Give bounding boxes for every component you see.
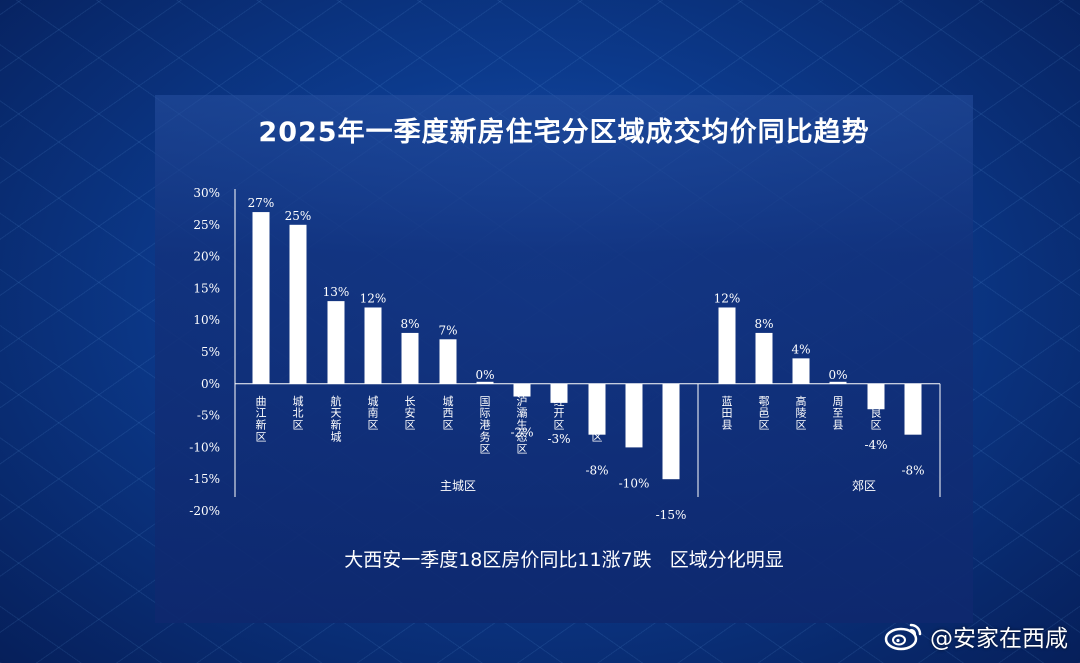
watermark: @安家在西咸 xyxy=(884,619,1068,653)
category-label: 阎良区 xyxy=(871,394,882,432)
bar xyxy=(662,383,680,480)
y-tick-label: -10% xyxy=(189,440,220,454)
bar xyxy=(867,383,885,410)
bar xyxy=(755,332,773,384)
data-label: 4% xyxy=(791,342,810,356)
watermark-text: @安家在西咸 xyxy=(930,626,1068,652)
category-label: 城东区 xyxy=(666,395,677,432)
chart-subtitle: 大西安一季度18区房价同比11涨7跌 区域分化明显 xyxy=(344,549,784,571)
y-tick-label: 30% xyxy=(193,186,220,200)
data-label: 7% xyxy=(438,323,457,337)
y-tick-label: 5% xyxy=(201,345,220,359)
category-label: 城南区 xyxy=(368,395,379,432)
category-label: 长安区 xyxy=(405,395,416,432)
category-label: 鄠邑区 xyxy=(759,395,770,432)
data-label: -15% xyxy=(656,508,687,522)
bar xyxy=(550,383,568,403)
y-tick-label: 20% xyxy=(193,250,220,264)
category-label: 蓝田县 xyxy=(722,395,733,432)
y-tick-label: 15% xyxy=(193,281,220,295)
group-label: 郊区 xyxy=(852,479,876,493)
data-label: -8% xyxy=(585,464,608,478)
data-label: 0% xyxy=(828,368,847,382)
category-label: 沪灞生态区 xyxy=(517,394,528,456)
data-label: -8% xyxy=(901,464,924,478)
y-tick-label: -5% xyxy=(197,409,220,423)
bar xyxy=(513,383,531,397)
data-label: 27% xyxy=(248,196,275,210)
bar xyxy=(625,383,643,448)
bar xyxy=(439,339,457,384)
category-label: 临潼区 xyxy=(908,394,919,432)
y-tick-label: 25% xyxy=(193,218,220,232)
category-label: 国际港务区 xyxy=(480,395,491,456)
category-label: 城西区 xyxy=(443,395,454,432)
data-label: -2% xyxy=(510,426,533,440)
data-label: -3% xyxy=(547,432,570,446)
data-label: -10% xyxy=(619,476,650,490)
bar xyxy=(792,358,810,384)
category-label: 高陵区 xyxy=(796,394,807,432)
category-label: 高新区 xyxy=(629,394,640,432)
category-label: 经开区 xyxy=(554,395,565,432)
y-tick-label: -20% xyxy=(189,504,220,518)
y-tick-label: -15% xyxy=(189,472,220,486)
bar xyxy=(829,381,847,384)
bar xyxy=(718,307,736,384)
y-tick-label: 0% xyxy=(201,377,220,391)
weibo-icon xyxy=(884,623,922,651)
bar xyxy=(401,332,419,384)
y-tick-label: 10% xyxy=(193,313,220,327)
category-label: 航天新城 xyxy=(331,394,342,444)
group-label: 主城区 xyxy=(440,479,476,493)
bar xyxy=(289,224,307,384)
bar xyxy=(588,383,606,435)
category-label: 灞河新区 xyxy=(592,395,603,444)
bar xyxy=(327,301,345,384)
category-label: 周至县 xyxy=(833,395,844,432)
bar xyxy=(476,381,494,384)
category-label: 曲江新区 xyxy=(256,395,267,444)
category-label: 城北区 xyxy=(293,395,304,432)
data-label: 12% xyxy=(360,291,387,305)
bar xyxy=(364,307,382,384)
data-label: 13% xyxy=(323,285,350,299)
data-label: 0% xyxy=(475,368,494,382)
data-label: 8% xyxy=(754,317,773,331)
bar xyxy=(904,383,922,435)
bar xyxy=(252,212,270,384)
data-label: 25% xyxy=(285,209,312,223)
data-label: -4% xyxy=(864,438,887,452)
data-label: 12% xyxy=(714,291,741,305)
chart-title: 2025年一季度新房住宅分区域成交均价同比趋势 xyxy=(258,117,870,148)
data-label: 8% xyxy=(400,317,419,331)
